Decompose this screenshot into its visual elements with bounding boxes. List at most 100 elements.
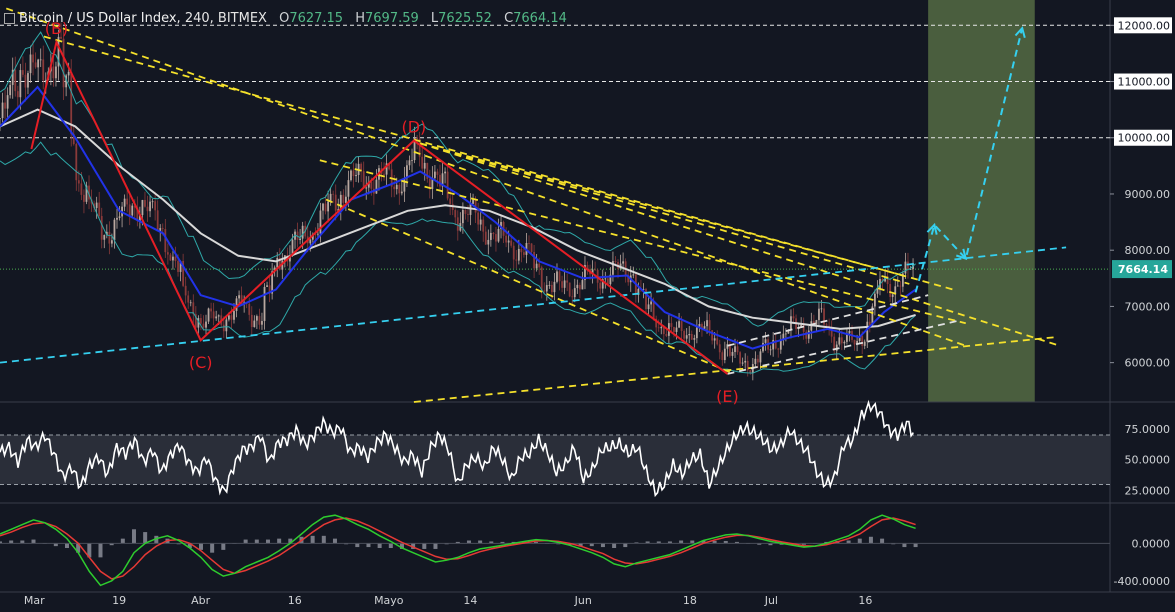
candle-body	[505, 236, 507, 243]
candle-body	[490, 233, 492, 240]
candle-body	[32, 55, 34, 63]
macd-histogram-bar	[132, 529, 136, 543]
candle-body	[866, 322, 868, 342]
candle-body	[98, 203, 100, 216]
wave-label: (C)	[189, 353, 213, 372]
close-value: 7664.14	[513, 11, 567, 26]
interval: 240	[185, 11, 210, 26]
candle-body	[693, 338, 695, 340]
high-value: 7697.59	[365, 11, 419, 26]
candle-body	[416, 138, 418, 140]
candle-body	[424, 163, 426, 169]
candle-body	[276, 258, 278, 267]
macd-histogram-bar	[858, 539, 862, 544]
candle-body	[175, 257, 177, 261]
candle-body	[681, 321, 683, 331]
price-tick-label: 12000.00	[1118, 19, 1171, 32]
target-zone	[928, 0, 1035, 402]
open-label: O	[279, 11, 289, 26]
candle-body	[370, 182, 372, 189]
candle-body	[861, 336, 863, 346]
candle-body	[498, 229, 500, 241]
candle-body	[345, 197, 347, 203]
candle-body	[225, 320, 227, 332]
candle-body	[261, 321, 263, 325]
macd-histogram-bar	[244, 540, 248, 544]
candle-body	[131, 206, 133, 216]
candle-body	[487, 240, 489, 245]
candle-body	[0, 118, 1, 119]
x-tick-label: 16	[288, 594, 302, 607]
x-tick-label: Mar	[24, 594, 45, 607]
candle-body	[714, 338, 716, 340]
candle-body	[157, 210, 159, 231]
macd-histogram-bar	[311, 536, 315, 543]
x-tick-label: Jul	[764, 594, 778, 607]
candle-body	[660, 327, 662, 328]
candle-body	[22, 70, 24, 75]
candle-body	[818, 309, 820, 320]
candle-body	[149, 202, 151, 212]
candle-body	[25, 75, 27, 88]
candle-body	[325, 204, 327, 212]
candle-body	[80, 183, 82, 194]
candle-body	[68, 72, 70, 75]
candle-body	[320, 211, 322, 234]
candle-body	[724, 349, 726, 360]
rsi-band	[0, 435, 1110, 485]
candle-body	[398, 185, 400, 193]
candle-body	[167, 252, 169, 254]
candle-body	[676, 328, 678, 332]
candle-body	[531, 244, 533, 252]
candle-body	[892, 294, 894, 297]
candle-body	[777, 349, 779, 350]
candle-body	[444, 172, 446, 174]
candle-body	[421, 157, 423, 169]
price-tick-label: 10000.00	[1118, 132, 1171, 145]
macd-histogram-bar	[355, 543, 359, 547]
candle-body	[543, 290, 545, 291]
macd-histogram-bar	[266, 540, 270, 544]
macd-histogram-bar	[277, 539, 281, 544]
price-tick-label: 9000.00	[1125, 188, 1171, 201]
price-tick-label: 11000.00	[1118, 76, 1171, 89]
candle-body	[734, 346, 736, 352]
macd-histogram-bar	[601, 543, 605, 547]
wave-label: (D)	[401, 118, 426, 137]
candle-body	[172, 257, 174, 261]
candle-body	[251, 315, 253, 327]
candle-body	[108, 232, 110, 244]
macd-histogram-bar	[199, 543, 203, 550]
candle-body	[905, 262, 907, 274]
candle-body	[332, 194, 334, 195]
candle-body	[228, 315, 230, 319]
candle-body	[709, 320, 711, 330]
macd-histogram-bar	[422, 543, 426, 549]
candle-body	[541, 267, 543, 290]
candle-body	[253, 321, 255, 327]
candle-body	[2, 103, 4, 118]
last-price-label: 7664.14	[1118, 263, 1168, 276]
macd-histogram-bar	[389, 543, 393, 548]
candle-body	[78, 180, 80, 183]
candle-body	[42, 59, 44, 80]
candle-body	[615, 261, 617, 262]
candle-body	[899, 286, 901, 287]
candle-body	[144, 200, 146, 207]
expand-icon[interactable]	[4, 13, 15, 24]
candle-body	[653, 302, 655, 319]
candle-body	[119, 216, 121, 218]
candle-body	[566, 280, 568, 282]
candle-body	[129, 204, 131, 215]
candle-body	[317, 234, 319, 235]
candle-body	[259, 316, 261, 325]
candle-body	[53, 67, 55, 79]
candle-body	[757, 359, 759, 363]
candle-body	[632, 274, 634, 275]
candle-body	[205, 322, 207, 328]
candle-body	[335, 195, 337, 211]
candle-body	[299, 239, 301, 240]
candle-body	[889, 284, 891, 297]
